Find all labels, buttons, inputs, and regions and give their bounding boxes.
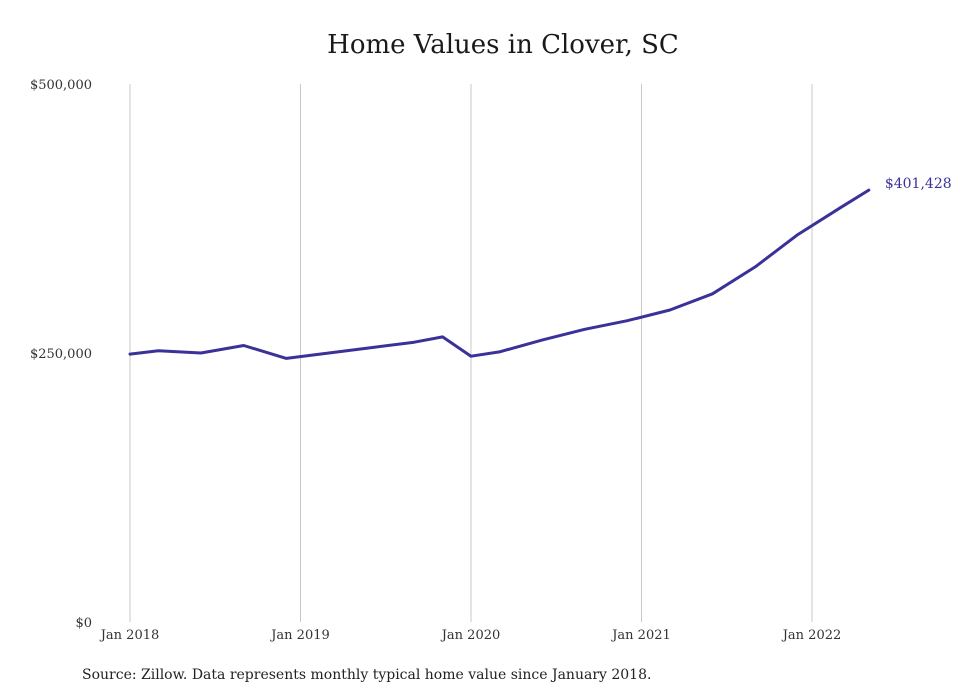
y-tick-label: $500,000: [30, 78, 92, 93]
data-point: [199, 351, 203, 355]
data-labels: $401,428: [885, 176, 952, 192]
y-axis: $500,000 $250,000 $0: [30, 78, 92, 631]
data-point: [626, 319, 629, 322]
x-axis: Jan 2018 Jan 2019 Jan 2020 Jan 2021 Jan 2022: [99, 628, 842, 643]
data-point: [668, 308, 672, 312]
x-tick-label: Jan 2020: [440, 628, 501, 643]
data-point: [469, 355, 473, 358]
data-point: [157, 349, 160, 352]
data-point: [839, 206, 842, 209]
x-tick-label: Jan 2018: [99, 628, 160, 643]
source-note: Source: Zillow. Data represents monthly …: [82, 667, 652, 683]
data-point: [498, 350, 501, 354]
data-point: [867, 188, 870, 192]
data-point: [285, 357, 288, 360]
data-point: [711, 292, 714, 295]
data-point: [754, 265, 757, 269]
gridlines: [129, 84, 813, 622]
series-line: [128, 188, 871, 360]
x-tick-label: Jan 2022: [781, 628, 842, 643]
data-point: [128, 352, 132, 356]
data-point: [242, 344, 245, 347]
y-tick-label: $0: [75, 616, 92, 631]
series-layer: [128, 188, 871, 360]
data-point: [370, 346, 373, 349]
end-value-label: $401,428: [885, 176, 952, 192]
data-point: [413, 341, 416, 344]
y-tick-label: $250,000: [30, 347, 92, 362]
data-point: [540, 338, 544, 342]
chart-title: Home Values in Clover, SC: [327, 30, 679, 60]
data-point: [327, 351, 331, 355]
x-tick-label: Jan 2019: [269, 628, 330, 643]
data-point: [441, 335, 444, 339]
data-point: [796, 233, 799, 236]
x-tick-label: Jan 2021: [610, 628, 671, 643]
data-point: [583, 328, 586, 331]
